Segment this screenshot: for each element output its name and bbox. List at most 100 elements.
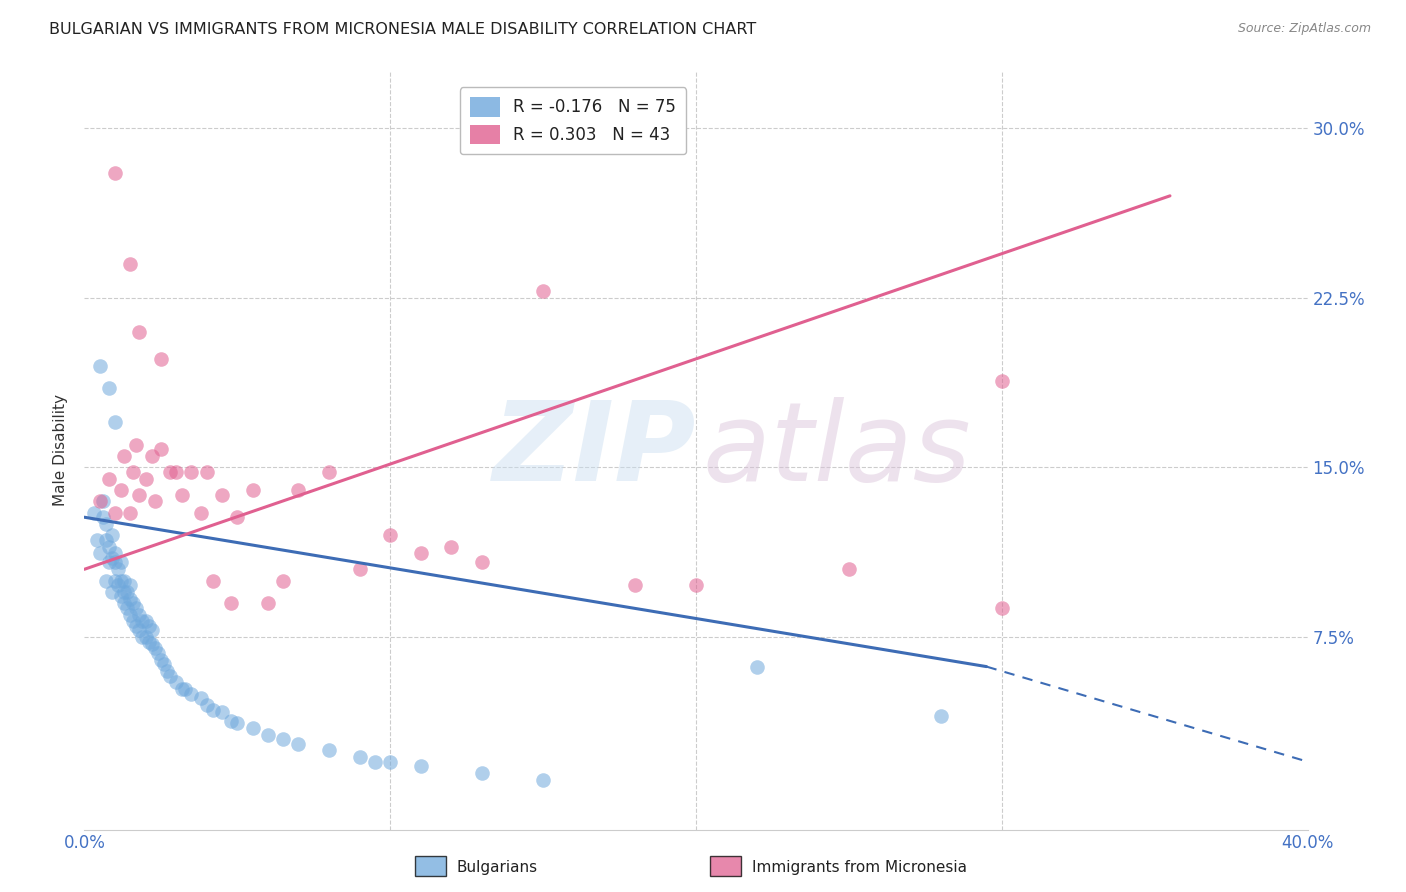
Point	[159, 668, 181, 682]
Point	[165, 465, 187, 479]
Point	[271, 732, 294, 747]
Point	[112, 596, 135, 610]
Point	[94, 574, 117, 588]
Point	[180, 687, 202, 701]
Point	[83, 506, 105, 520]
Point	[174, 682, 197, 697]
Point	[125, 600, 148, 615]
Point	[149, 442, 172, 457]
Point	[131, 630, 153, 644]
Point	[104, 415, 127, 429]
Point	[531, 772, 554, 787]
Text: Immigrants from Micronesia: Immigrants from Micronesia	[752, 860, 967, 874]
Point	[104, 556, 127, 570]
Point	[172, 682, 194, 697]
Point	[128, 487, 150, 501]
Point	[685, 578, 707, 592]
Point	[929, 709, 952, 723]
Point	[97, 472, 120, 486]
Point	[138, 634, 160, 648]
Point	[156, 664, 179, 678]
Point	[242, 483, 264, 497]
Point	[135, 630, 157, 644]
Point	[110, 574, 132, 588]
Point	[226, 510, 249, 524]
Point	[153, 657, 176, 672]
Point	[287, 737, 309, 751]
Point	[180, 465, 202, 479]
Text: BULGARIAN VS IMMIGRANTS FROM MICRONESIA MALE DISABILITY CORRELATION CHART: BULGARIAN VS IMMIGRANTS FROM MICRONESIA …	[49, 22, 756, 37]
Point	[107, 562, 129, 576]
Point	[201, 703, 224, 717]
Point	[141, 449, 163, 463]
Point	[128, 624, 150, 638]
Point	[101, 551, 124, 566]
Point	[991, 600, 1014, 615]
Point	[380, 755, 402, 769]
Point	[101, 528, 124, 542]
Point	[86, 533, 108, 547]
Point	[141, 637, 163, 651]
Point	[104, 546, 127, 560]
Point	[104, 574, 127, 588]
Point	[195, 465, 218, 479]
Point	[471, 556, 494, 570]
Point	[89, 359, 111, 373]
Point	[110, 483, 132, 497]
Point	[991, 375, 1014, 389]
Point	[101, 585, 124, 599]
Point	[104, 506, 127, 520]
Point	[318, 743, 340, 757]
Point	[190, 691, 212, 706]
Point	[257, 596, 280, 610]
Point	[89, 494, 111, 508]
Point	[120, 257, 142, 271]
Point	[97, 556, 120, 570]
Point	[141, 624, 163, 638]
Point	[122, 615, 145, 629]
Point	[440, 540, 463, 554]
Point	[149, 351, 172, 366]
Point	[349, 750, 371, 764]
Point	[107, 578, 129, 592]
Point	[242, 721, 264, 735]
Point	[122, 465, 145, 479]
Point	[110, 556, 132, 570]
Point	[409, 759, 432, 773]
Point	[287, 483, 309, 497]
Point	[226, 716, 249, 731]
Point	[624, 578, 647, 592]
Point	[120, 591, 142, 606]
Point	[104, 166, 127, 180]
Point	[159, 465, 181, 479]
Text: Bulgarians: Bulgarians	[457, 860, 538, 874]
Point	[131, 615, 153, 629]
Point	[219, 714, 242, 728]
Point	[190, 506, 212, 520]
Point	[211, 705, 233, 719]
Point	[91, 510, 114, 524]
Point	[271, 574, 294, 588]
Point	[125, 619, 148, 633]
Point	[747, 659, 769, 673]
Point	[143, 494, 166, 508]
Point	[349, 562, 371, 576]
Point	[149, 653, 172, 667]
Point	[120, 578, 142, 592]
Point	[89, 546, 111, 560]
Point	[838, 562, 860, 576]
Point	[172, 487, 194, 501]
Point	[409, 546, 432, 560]
Point	[115, 585, 138, 599]
Y-axis label: Male Disability: Male Disability	[53, 394, 69, 507]
Point	[94, 516, 117, 531]
Point	[110, 590, 132, 604]
Point	[128, 607, 150, 622]
Text: Source: ZipAtlas.com: Source: ZipAtlas.com	[1237, 22, 1371, 36]
Point	[120, 607, 142, 622]
Point	[120, 506, 142, 520]
Point	[143, 641, 166, 656]
Legend: R = -0.176   N = 75, R = 0.303   N = 43: R = -0.176 N = 75, R = 0.303 N = 43	[460, 87, 686, 154]
Point	[135, 472, 157, 486]
Point	[112, 574, 135, 588]
